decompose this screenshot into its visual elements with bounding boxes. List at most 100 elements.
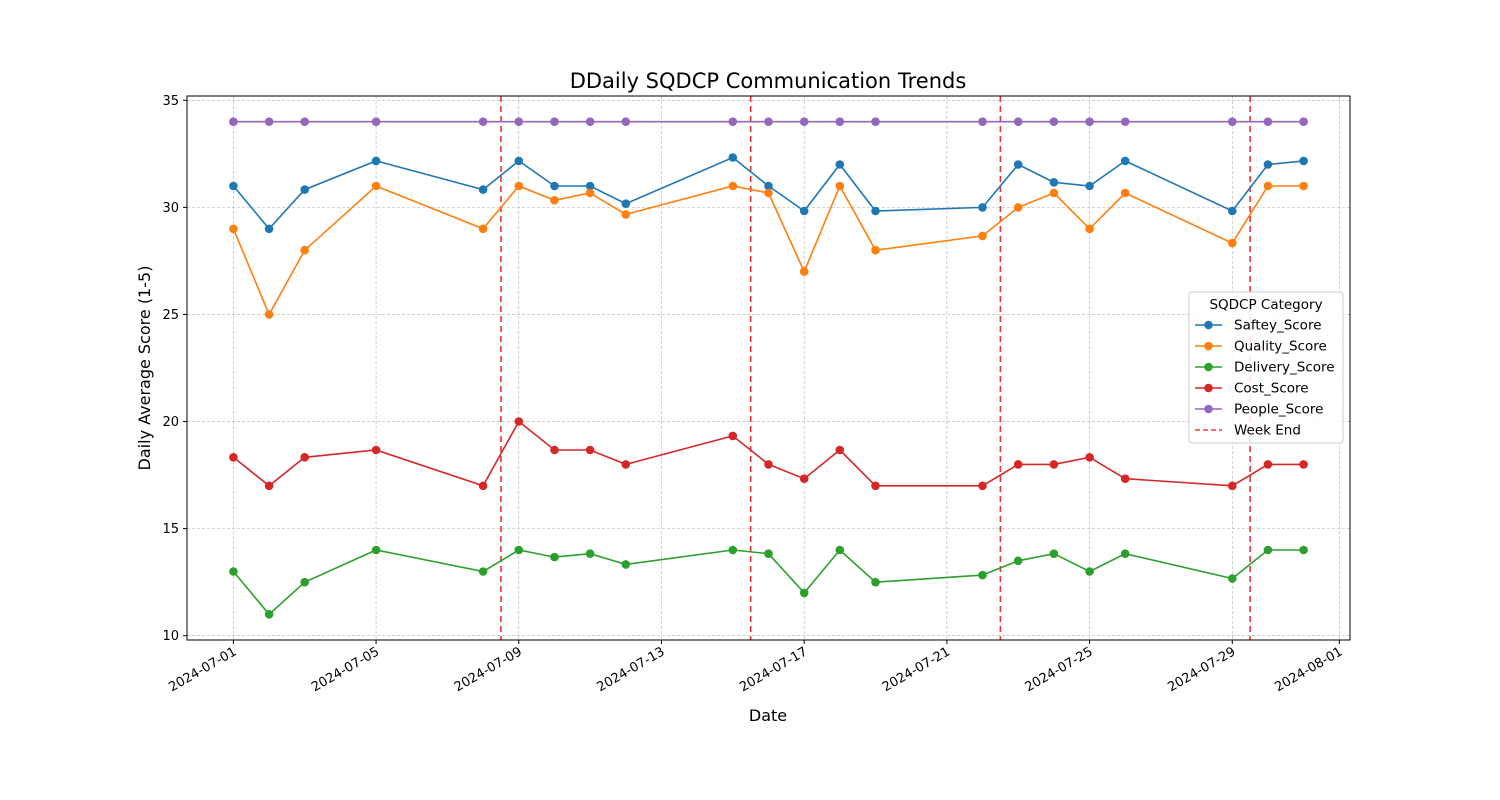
legend-marker <box>1204 341 1213 351</box>
data-point <box>371 181 381 191</box>
data-point <box>1085 117 1094 126</box>
legend-marker <box>1204 362 1213 372</box>
data-point <box>478 117 488 126</box>
legend-label: People_Score <box>1234 402 1323 418</box>
data-point <box>478 224 488 234</box>
series-Saftey_Score <box>229 153 1308 234</box>
data-point <box>621 460 631 469</box>
data-point <box>514 156 524 166</box>
data-point <box>514 417 524 426</box>
data-point <box>871 206 880 216</box>
data-point <box>728 545 738 555</box>
legend-label: Saftey_Score <box>1234 318 1322 334</box>
data-point <box>978 570 987 580</box>
data-point <box>728 117 738 126</box>
data-point <box>621 199 631 208</box>
data-point <box>585 549 595 558</box>
data-point <box>229 453 238 462</box>
data-point <box>371 545 381 555</box>
data-point <box>1299 181 1308 191</box>
data-point <box>1013 203 1023 212</box>
data-point <box>1049 117 1059 126</box>
y-tick-label: 10 <box>162 629 179 644</box>
legend-box <box>1188 291 1344 444</box>
data-point <box>585 188 595 198</box>
data-point <box>1120 117 1130 126</box>
data-point <box>978 231 987 241</box>
data-point <box>514 545 524 555</box>
chart-title: DDaily SQDCP Communication Trends <box>570 69 967 93</box>
data-point <box>264 224 274 234</box>
data-point <box>871 577 880 587</box>
data-point <box>550 181 559 191</box>
data-point <box>229 181 238 191</box>
data-point <box>728 181 738 191</box>
legend-title: SQDCP Category <box>1209 297 1322 313</box>
data-point <box>1299 156 1308 166</box>
legend-marker <box>1204 404 1213 414</box>
data-point <box>835 160 845 169</box>
data-point <box>1013 160 1023 169</box>
data-point <box>1049 549 1059 558</box>
series-line <box>232 184 1304 317</box>
legend-marker <box>1204 383 1213 393</box>
data-point <box>1263 160 1273 169</box>
data-point <box>514 117 524 126</box>
data-point <box>264 117 274 126</box>
data-point <box>835 181 845 191</box>
data-point <box>978 203 987 212</box>
data-point <box>1263 117 1273 126</box>
x-axis-title: Date <box>749 706 787 725</box>
data-point <box>764 181 773 191</box>
data-point <box>728 153 738 162</box>
data-point <box>550 117 559 126</box>
data-point <box>1085 567 1094 576</box>
data-point <box>371 156 381 166</box>
data-point <box>264 481 274 491</box>
data-point <box>621 560 631 569</box>
data-point <box>978 117 987 126</box>
data-point <box>835 117 845 126</box>
data-point <box>871 245 880 255</box>
data-point <box>621 210 631 219</box>
data-point <box>1085 453 1094 462</box>
data-point <box>799 117 809 126</box>
data-point <box>1228 117 1237 126</box>
data-point <box>264 610 274 619</box>
data-point <box>871 117 880 126</box>
plot-frame <box>186 95 1351 641</box>
data-point <box>229 117 238 126</box>
data-point <box>835 445 845 455</box>
data-point <box>478 185 488 194</box>
data-point <box>1120 474 1130 484</box>
data-point <box>1299 545 1308 555</box>
y-tick-label: 20 <box>162 415 179 430</box>
data-point <box>550 196 559 205</box>
data-point <box>1299 460 1308 469</box>
data-point <box>371 445 381 455</box>
data-point <box>1049 460 1059 469</box>
series-People_Score <box>229 117 1308 126</box>
data-point <box>835 545 845 555</box>
data-point <box>1228 206 1237 216</box>
data-point <box>1013 556 1023 566</box>
data-point <box>1263 460 1273 469</box>
data-point <box>264 310 274 319</box>
data-point <box>585 445 595 455</box>
data-point <box>1049 178 1059 187</box>
series-line <box>232 420 1304 487</box>
data-point <box>300 117 310 126</box>
y-tick-label: 35 <box>162 94 179 109</box>
data-point <box>229 224 238 234</box>
data-point <box>764 460 773 469</box>
data-point <box>585 181 595 191</box>
legend-label: Week End <box>1234 423 1301 439</box>
data-point <box>1085 224 1094 234</box>
series-Cost_Score <box>229 417 1308 491</box>
data-point <box>1085 181 1094 191</box>
data-point <box>478 481 488 491</box>
series-line <box>232 156 1304 231</box>
data-point <box>300 453 310 462</box>
data-point <box>621 117 631 126</box>
data-point <box>978 481 987 491</box>
